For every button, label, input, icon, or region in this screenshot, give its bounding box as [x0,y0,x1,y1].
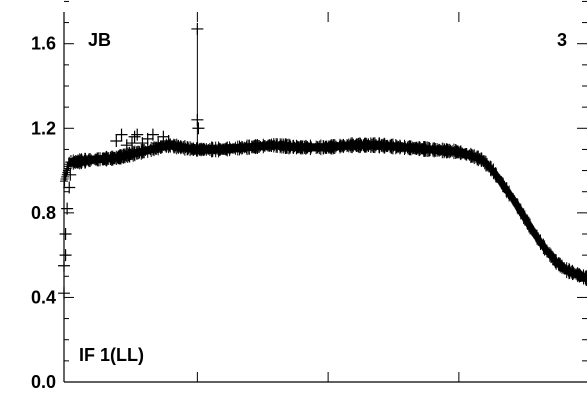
axis-labels: 0.0 0.4 0.8 1.2 1.6 [31,34,56,392]
data-point [146,128,159,141]
data-point [63,181,76,194]
data-point [59,228,72,240]
data-point [59,249,72,262]
data-point [61,202,74,215]
data-point [115,128,128,141]
data-point [128,130,141,143]
data-point [62,165,71,176]
y-tick-label: 1.2 [31,118,56,138]
data-point [192,122,205,135]
y-tick-label: 1.6 [31,34,56,54]
data-series-outliers [58,22,205,300]
data-point [583,271,587,286]
data-point [120,139,133,152]
y-tick-label: 0.8 [31,203,56,223]
data-points [58,22,587,300]
data-point [125,137,138,150]
data-point [131,128,144,141]
x-axis-ticks [196,12,460,382]
data-point [64,168,77,181]
data-point [162,134,175,147]
data-point [152,137,165,150]
data-point [60,177,68,186]
y-tick-label: 0.4 [31,287,56,307]
plot-frame [63,12,587,383]
data-point [58,259,70,272]
data-point [58,287,70,300]
if-channel-label: IF 1(LL) [79,345,144,365]
data-series-main [60,137,587,287]
y-tick-label: 0.0 [31,372,56,392]
data-point [110,134,123,147]
source-label: JB [88,30,111,50]
data-point [60,171,69,187]
panel-number: 3 [557,30,567,50]
